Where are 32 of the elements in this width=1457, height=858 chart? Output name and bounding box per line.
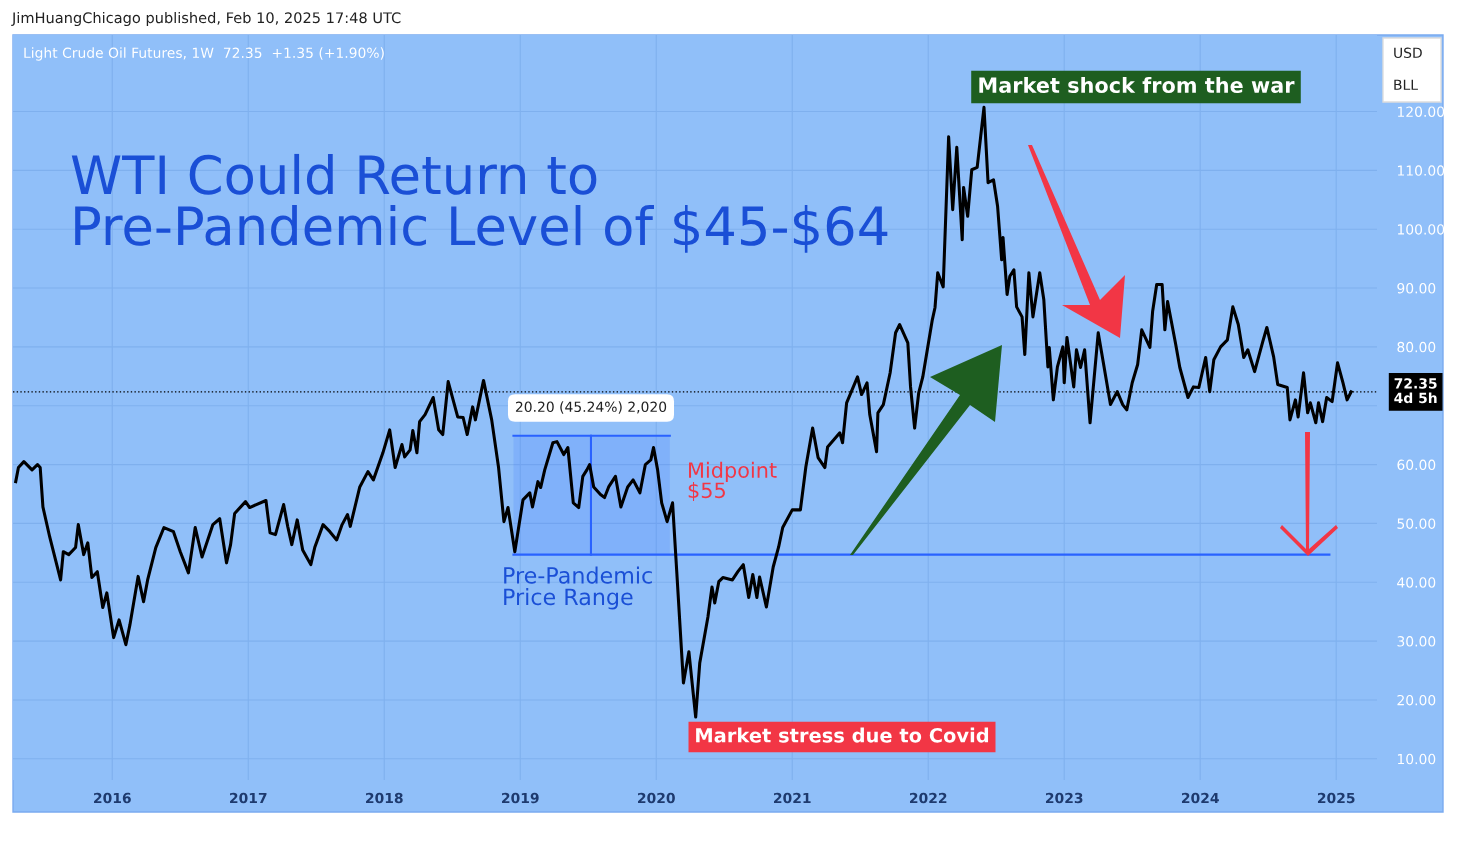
x-tick-label: 2020	[638, 792, 675, 804]
y-tick-label: 90.00	[1397, 283, 1436, 294]
x-tick-label: 2022	[910, 792, 947, 804]
text: BLL	[1394, 79, 1418, 90]
ref-line-label: 72.35 4d 5h	[1394, 378, 1437, 404]
annotation: Pre-Pandemic Price Range	[504, 566, 652, 610]
y-tick-label: 10.00	[1397, 753, 1436, 765]
x-tick-label: 2017	[230, 792, 267, 804]
y-tick-label: 40.00	[1397, 577, 1436, 588]
x-tick-label: 2021	[774, 792, 811, 804]
y-tick-label: 30.00	[1397, 636, 1436, 647]
annotation: Market stress due to Covid	[696, 727, 989, 743]
annotation: Market shock from the war	[979, 76, 1295, 94]
x-tick-label: 2025	[1317, 792, 1355, 804]
text: USD	[1394, 47, 1422, 59]
text: WTI Could Return to Pre-Pandemic Level of $45-$64	[71, 153, 888, 253]
annotation: 20.20 (45.24%) 2,020	[515, 401, 667, 414]
text: Light Crude Oil Futures, 1W 72.35 +1.35 (+1.90%)	[24, 47, 384, 61]
x-tick-label: 2019	[502, 792, 539, 804]
y-tick-label: 110.00	[1397, 165, 1445, 176]
x-tick-label: 2018	[366, 792, 403, 804]
x-tick-label: 2016	[94, 792, 131, 804]
annotation: Midpoint $55	[688, 461, 777, 501]
y-tick-label: 100.00	[1397, 224, 1445, 235]
x-tick-label: 2023	[1045, 792, 1083, 804]
y-tick-label: 80.00	[1397, 341, 1436, 353]
y-tick-label: 20.00	[1397, 694, 1436, 706]
y-tick-label: 120.00	[1397, 106, 1445, 117]
x-tick-label: 2024	[1181, 792, 1219, 804]
y-tick-label: 60.00	[1397, 459, 1436, 471]
text: JimHuangChicago published, Feb 10, 2025 17:48 UTC	[11, 11, 401, 27]
y-tick-label: 50.00	[1397, 518, 1436, 529]
